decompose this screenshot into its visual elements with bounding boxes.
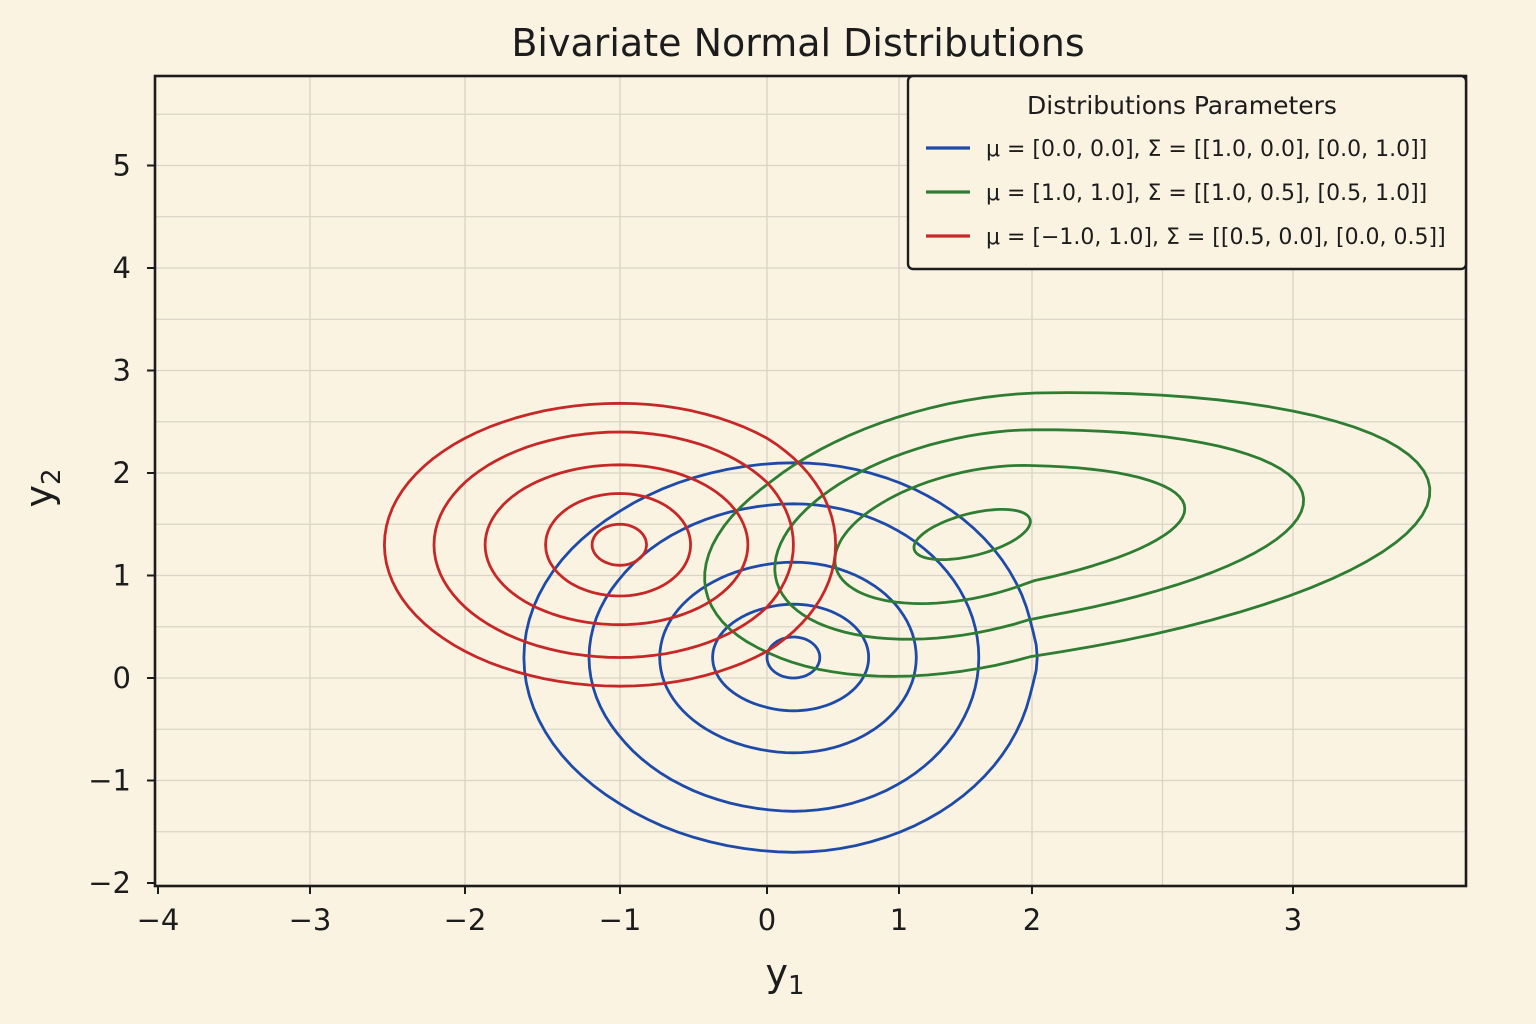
contour-line — [773, 428, 1305, 641]
y-tick-label: 4 — [113, 251, 131, 285]
legend: Distributions Parameters μ = [0.0, 0.0],… — [906, 74, 1468, 271]
contour-line — [590, 522, 648, 567]
y-tick-label: −2 — [88, 866, 131, 900]
x-axis-label-subscript: 1 — [788, 971, 805, 1001]
contour-line — [912, 507, 1032, 561]
x-tick-label: 0 — [758, 903, 776, 937]
contour-line — [711, 602, 870, 713]
contour-line — [703, 391, 1432, 678]
legend-entry-label: μ = [−1.0, 1.0], Σ = [[0.5, 0.0], [0.0, … — [986, 225, 1446, 250]
chart-title: Bivariate Normal Distributions — [511, 21, 1084, 65]
y-tick-label: 1 — [113, 559, 131, 593]
series-1-contours — [703, 391, 1432, 678]
contour-line — [833, 463, 1187, 605]
contour-line — [765, 635, 822, 680]
plot-frame — [153, 74, 1468, 888]
y-tick-label: −1 — [88, 764, 131, 798]
y-tick-label: 2 — [113, 456, 131, 490]
contour-plot-area — [382, 391, 1432, 854]
x-axis-label-main: y — [765, 951, 788, 995]
y-axis-label-main: y — [17, 485, 61, 508]
contour-line — [544, 492, 692, 598]
y-tick-label: 3 — [113, 354, 131, 388]
legend-box — [906, 74, 1468, 271]
x-tick-label: −2 — [444, 903, 487, 937]
y-tick-label: 5 — [113, 149, 131, 183]
contour-line — [483, 463, 750, 627]
x-tick-label: −3 — [289, 903, 332, 937]
x-axis-label: y1 — [765, 951, 804, 1001]
legend-entries: μ = [0.0, 0.0], Σ = [[1.0, 0.0], [0.0, 1… — [926, 137, 1446, 250]
axis-ticks: −4 −3 −2 −1 0 1 2 3 −2 −1 0 1 2 3 4 5 — [88, 149, 1302, 938]
x-tick-label: −4 — [137, 903, 180, 937]
x-tick-label: 3 — [1284, 903, 1302, 937]
y-axis-label: y2 — [17, 468, 67, 507]
x-tick-label: −1 — [599, 903, 642, 937]
x-tick-label: 1 — [890, 903, 908, 937]
contour-line — [587, 502, 981, 813]
x-tick-label: 2 — [1023, 903, 1041, 937]
legend-entry-label: μ = [0.0, 0.0], Σ = [[1.0, 0.0], [0.0, 1… — [986, 137, 1427, 162]
y-axis-label-subscript: 2 — [37, 468, 67, 485]
contour-line — [658, 560, 918, 755]
legend-title: Distributions Parameters — [1027, 91, 1337, 120]
series-2-contours — [382, 401, 837, 688]
contour-line — [432, 430, 795, 659]
y-tick-label: 0 — [113, 661, 131, 695]
legend-entry-label: μ = [1.0, 1.0], Σ = [[1.0, 0.5], [0.5, 1… — [986, 181, 1427, 206]
contour-line — [382, 401, 837, 688]
